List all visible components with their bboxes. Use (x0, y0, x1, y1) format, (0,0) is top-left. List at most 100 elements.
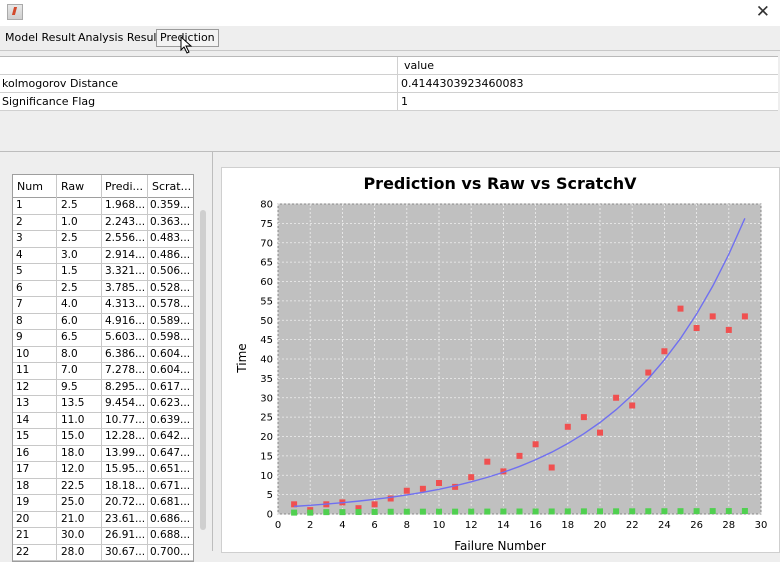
table-cell: 15.0 (61, 430, 85, 442)
chart-title: Prediction vs Raw vs ScratchV (363, 174, 637, 193)
table-cell: 8 (16, 314, 23, 327)
y-tick-label: 55 (260, 296, 273, 307)
table-cell: 28.0 (61, 545, 85, 558)
y-tick-label: 40 (260, 355, 273, 366)
tab-model-result[interactable]: Model Result (5, 31, 76, 44)
scratch-point (693, 508, 700, 515)
table-row[interactable]: 3 2.5 2.556... 0.483... (13, 231, 193, 248)
table-row[interactable]: 9 6.5 5.603... 0.598... (13, 330, 193, 347)
table-cell: 0.647... (150, 446, 191, 459)
scratch-point (403, 508, 410, 515)
y-tick-label: 15 (260, 451, 273, 462)
table-cell: 0.686... (150, 512, 191, 525)
table-cell: 1.0 (61, 215, 78, 228)
table-cell: 0.589... (150, 314, 191, 327)
ks-table-row[interactable]: Significance Flag 1 (0, 93, 778, 111)
window-titlebar: ✕ (0, 0, 780, 26)
x-tick-label: 10 (433, 520, 446, 531)
table-row[interactable]: 16 18.0 13.99... 0.647... (13, 446, 193, 462)
table-row[interactable]: 1 2.5 1.968... 0.359... (13, 198, 193, 215)
table-row[interactable]: 17 12.0 15.95... 0.651... (13, 462, 193, 479)
table-cell: 3 (16, 232, 23, 244)
table-cell: 9.454... (105, 397, 146, 409)
x-tick-label: 20 (594, 520, 607, 531)
table-cell: 1.968... (105, 199, 146, 211)
table-cell: 13.99... (105, 446, 146, 459)
tab-analysis-result[interactable]: Analysis Result (78, 31, 161, 44)
ks-table-header: value (0, 57, 778, 75)
table-scrollbar[interactable] (200, 210, 206, 530)
table-row[interactable]: 13 13.5 9.454... 0.623... (13, 396, 193, 413)
scratch-point (291, 509, 298, 516)
ks-header-value: value (404, 59, 435, 72)
ks-result-table: value kolmogorov Distance 0.414430392346… (0, 56, 778, 111)
table-cell: 26.91... (105, 529, 146, 541)
close-icon[interactable]: ✕ (755, 2, 770, 22)
table-row[interactable]: 5 1.5 3.321... 0.506... (13, 264, 193, 281)
table-row[interactable]: 6 2.5 3.785... 0.528... (13, 281, 193, 297)
table-cell: 7 (16, 298, 23, 310)
table-row[interactable]: 18 22.5 18.18... 0.671... (13, 479, 193, 495)
table-cell: 4.916... (105, 314, 146, 327)
x-tick-label: 28 (722, 520, 735, 531)
table-row[interactable]: 15 15.0 12.28... 0.642... (13, 429, 193, 446)
table-cell: 21.0 (61, 512, 85, 525)
table-cell: 2.5 (61, 281, 78, 294)
x-tick-label: 16 (529, 520, 542, 531)
y-tick-label: 0 (267, 510, 273, 521)
table-row[interactable]: 11 7.0 7.278... 0.604... (13, 363, 193, 380)
column-header-scratch[interactable]: Scrat... (152, 180, 192, 193)
y-tick-label: 50 (260, 316, 273, 327)
scatter-chart: Prediction vs Raw vs ScratchV Failure Nu… (235, 174, 767, 553)
table-cell: 0.604... (150, 347, 191, 360)
table-row[interactable]: 12 9.5 8.295... 0.617... (13, 380, 193, 396)
mouse-pointer-icon (180, 36, 193, 54)
raw-point (693, 325, 700, 331)
table-cell: 2.556... (105, 232, 146, 244)
table-cell: 14 (16, 413, 30, 426)
table-cell: 11.0 (61, 413, 85, 426)
scratch-point (484, 508, 491, 515)
table-cell: 20.72... (105, 496, 146, 508)
raw-point (355, 505, 362, 512)
table-cell: 15.95... (105, 463, 146, 475)
tab-bar: Model Result Analysis Result Prediction (0, 26, 780, 51)
table-cell: 9.5 (61, 380, 78, 393)
table-cell: 0.578... (150, 298, 191, 310)
table-cell: 2.5 (61, 199, 78, 211)
table-cell: 4.0 (61, 298, 78, 310)
table-cell: 12.0 (61, 463, 85, 475)
raw-point (677, 305, 684, 312)
prediction-line (294, 218, 746, 508)
raw-point (403, 487, 410, 494)
scratch-point (532, 508, 539, 515)
raw-point (452, 483, 459, 490)
table-cell: 6.386... (105, 347, 146, 360)
raw-point (741, 313, 748, 320)
table-row[interactable]: 14 11.0 10.77... 0.639... (13, 413, 193, 429)
table-row[interactable]: 10 8.0 6.386... 0.604... (13, 347, 193, 363)
ks-table-row[interactable]: kolmogorov Distance 0.4144303923460083 (0, 75, 778, 93)
table-row[interactable]: 22 28.0 30.67... 0.700... (13, 545, 193, 561)
table-row[interactable]: 20 21.0 23.61... 0.686... (13, 512, 193, 528)
raw-point (516, 452, 523, 459)
table-row[interactable]: 21 30.0 26.91... 0.688... (13, 528, 193, 545)
table-row[interactable]: 7 4.0 4.313... 0.578... (13, 297, 193, 314)
column-header-prediction[interactable]: Predi... (105, 180, 144, 193)
table-row[interactable]: 2 1.0 2.243... 0.363... (13, 215, 193, 231)
raw-point (436, 480, 442, 486)
x-tick-label: 24 (658, 520, 671, 531)
table-row[interactable]: 4 3.0 2.914... 0.486... (13, 248, 193, 264)
table-row[interactable]: 19 25.0 20.72... 0.681... (13, 495, 193, 512)
column-header-num[interactable]: Num (17, 180, 43, 193)
table-cell: 23.61... (105, 512, 146, 525)
column-header-raw[interactable]: Raw (61, 180, 85, 193)
table-cell: 0.598... (150, 331, 191, 343)
raw-point (629, 402, 636, 409)
x-tick-label: 26 (690, 520, 703, 531)
table-row[interactable]: 8 6.0 4.916... 0.589... (13, 314, 193, 330)
raw-point (484, 458, 491, 465)
x-tick-label: 12 (465, 520, 478, 531)
table-cell: 0.642... (150, 430, 191, 442)
raw-point (291, 501, 298, 508)
